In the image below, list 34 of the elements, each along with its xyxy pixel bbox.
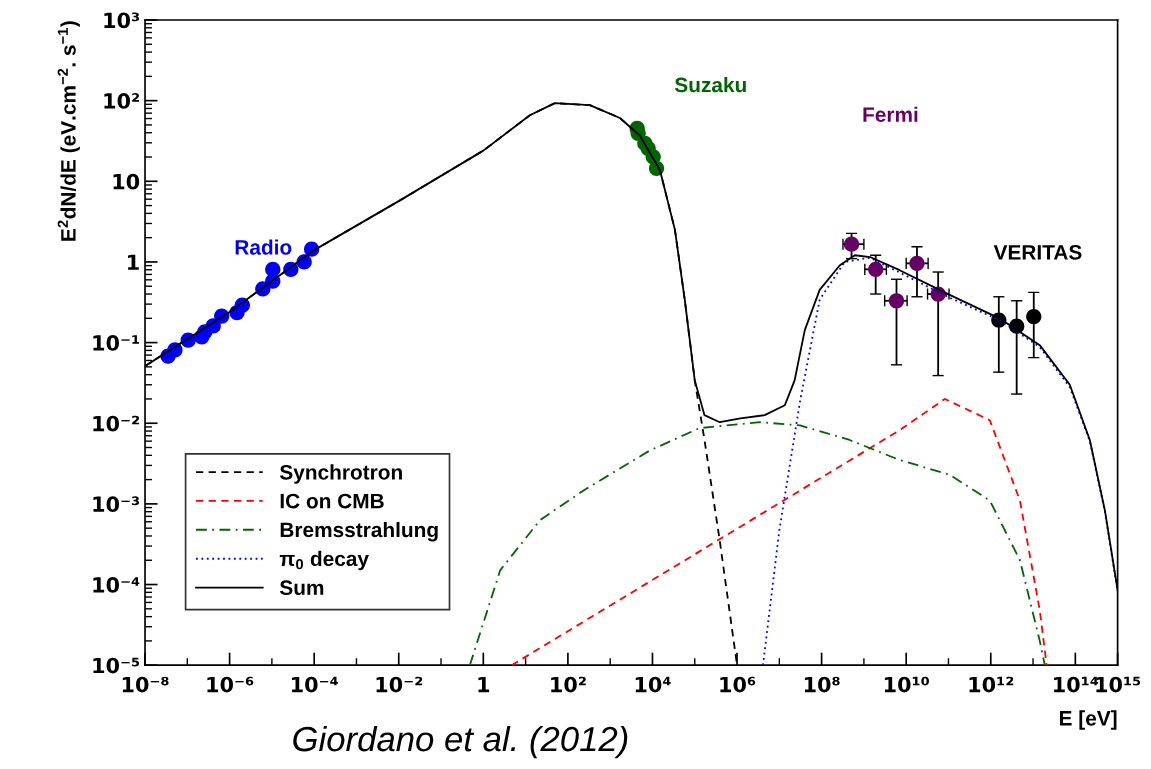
- x-tick-label: 10¹²: [969, 676, 1014, 693]
- x-tick-label: 10²: [551, 676, 586, 693]
- legend-label: IC on CMB: [280, 493, 384, 509]
- y-tick-label: 10³: [104, 12, 140, 29]
- x-tick-label: 10¹⁰: [884, 676, 929, 693]
- y-tick-label: 10⁻⁴: [93, 576, 140, 593]
- x-tick-label: 10⁻⁸: [122, 676, 169, 693]
- y-tick-label: 1: [128, 254, 139, 270]
- y-tick-label: 10⁻³: [93, 496, 140, 513]
- x-tick-label: 10¹⁴: [1054, 676, 1099, 693]
- x-tick-label: 10⁻²: [376, 676, 423, 693]
- x-tick-label: 10⁻⁶: [207, 676, 254, 693]
- text: Fermi: [863, 106, 918, 122]
- text: Suzaku: [674, 77, 746, 93]
- x-tick-label: 1: [478, 676, 490, 693]
- text: VERITAS: [993, 244, 1082, 260]
- x-tick-label: 10⁶: [720, 676, 756, 693]
- series-label: Radio: [235, 239, 292, 255]
- y-axis-title: E$^{2}$dN/dE (eV.cm$^{−2}$. s$^{−1}$): [57, 21, 80, 241]
- y-tick-label: 10: [113, 173, 140, 190]
- x-tick-label: 10¹⁵: [1096, 676, 1141, 693]
- legend-label: Synchrotron: [279, 464, 402, 484]
- y-tick-label: 10⁻⁵: [93, 657, 140, 674]
- legend-label: Bremsstrahlung: [280, 521, 438, 542]
- text: Giordano et al. (2012): [293, 725, 628, 759]
- x-axis-title: E [eV]: [1059, 710, 1117, 730]
- x-tick-label: 10⁸: [804, 676, 840, 693]
- legend-label: Sum: [279, 580, 324, 596]
- x-tick-label: 10⁻⁴: [291, 676, 338, 693]
- y-tick-label: 10⁻²: [93, 415, 139, 432]
- legend-label: π$_{0}$ decay: [279, 550, 369, 571]
- x-tick-label: 10⁴: [635, 676, 671, 693]
- y-tick-label: 10⁻¹: [93, 335, 139, 351]
- y-tick-label: 10²: [104, 93, 139, 109]
